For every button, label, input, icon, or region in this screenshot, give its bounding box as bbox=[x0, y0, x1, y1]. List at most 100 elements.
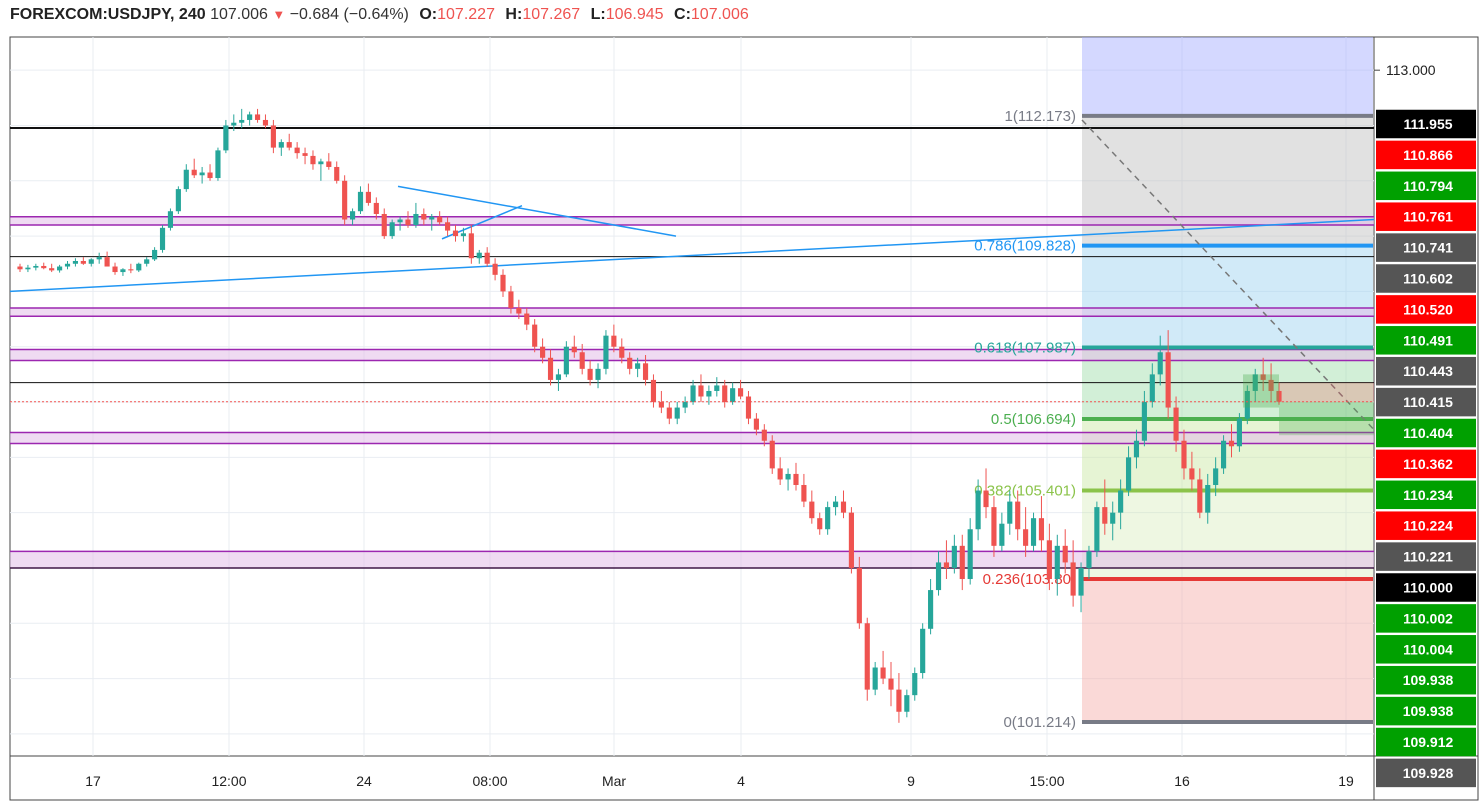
time-tick-label: Mar bbox=[602, 773, 626, 789]
price-badge-label: 110.004 bbox=[1403, 641, 1453, 657]
price-badge-label: 110.404 bbox=[1403, 425, 1453, 441]
candle bbox=[199, 166, 205, 184]
candle bbox=[1276, 382, 1282, 405]
candle bbox=[373, 197, 379, 220]
candle bbox=[41, 262, 47, 270]
candle bbox=[191, 158, 197, 179]
price-badge: 111.955 bbox=[1376, 109, 1476, 139]
time-tick-label: 08:00 bbox=[472, 773, 507, 789]
candle bbox=[714, 377, 720, 397]
candle bbox=[1094, 501, 1100, 557]
candle bbox=[231, 114, 237, 132]
candle bbox=[1173, 396, 1179, 452]
price-badge-label: 109.912 bbox=[1403, 734, 1454, 750]
time-tick-label: 17 bbox=[85, 773, 101, 789]
candle bbox=[508, 285, 514, 314]
price-badge: 110.000 bbox=[1376, 573, 1476, 602]
candle bbox=[928, 579, 934, 635]
candle bbox=[571, 335, 577, 358]
candle bbox=[635, 357, 641, 378]
candle bbox=[437, 211, 443, 226]
price-badge-label: 109.938 bbox=[1403, 672, 1454, 688]
low-value: 106.945 bbox=[605, 6, 664, 23]
candle bbox=[904, 689, 910, 718]
candle bbox=[33, 263, 39, 271]
price-badge-label: 110.000 bbox=[1403, 580, 1453, 596]
price-badge: 109.938 bbox=[1376, 665, 1476, 695]
candle bbox=[1244, 385, 1250, 425]
candle bbox=[1062, 529, 1068, 574]
candle bbox=[468, 225, 474, 264]
candle bbox=[49, 263, 55, 273]
candle bbox=[666, 402, 672, 425]
candle bbox=[1268, 363, 1274, 403]
price-tick-label: 113.000 bbox=[1386, 62, 1436, 78]
price-badge: 110.741 bbox=[1376, 233, 1476, 262]
price-badge-label: 110.224 bbox=[1403, 518, 1453, 534]
time-tick-label: 16 bbox=[1174, 773, 1190, 789]
candle bbox=[397, 216, 403, 231]
candle bbox=[1213, 457, 1219, 497]
candle bbox=[872, 661, 878, 696]
price-badge-label: 110.415 bbox=[1403, 394, 1453, 410]
price-badge-label: 110.602 bbox=[1403, 271, 1453, 287]
candle bbox=[1007, 490, 1013, 535]
price-badge: 110.224 bbox=[1376, 511, 1476, 540]
candle bbox=[183, 164, 189, 192]
price-badge: 110.520 bbox=[1376, 295, 1476, 324]
sr-zone bbox=[10, 216, 1374, 226]
candle bbox=[1102, 479, 1108, 535]
candle bbox=[603, 330, 609, 375]
candle bbox=[96, 252, 102, 264]
candle bbox=[500, 269, 506, 297]
candle bbox=[619, 338, 625, 364]
candle bbox=[1110, 501, 1116, 541]
price-badge-label: 110.761 bbox=[1403, 209, 1453, 225]
candle bbox=[1205, 473, 1211, 524]
candle bbox=[737, 379, 744, 400]
candle bbox=[1015, 490, 1021, 541]
low-label: L: bbox=[590, 6, 606, 23]
candle bbox=[365, 183, 371, 206]
price-badge-label: 110.794 bbox=[1403, 178, 1453, 194]
time-tick-label: 24 bbox=[356, 773, 372, 789]
down-arrow-icon: ▼ bbox=[272, 7, 286, 22]
candle bbox=[167, 208, 174, 231]
candle bbox=[342, 175, 348, 226]
candle bbox=[1260, 357, 1266, 391]
candle bbox=[912, 667, 918, 701]
candle bbox=[57, 264, 63, 273]
candle bbox=[524, 308, 530, 331]
price-badge: 110.415 bbox=[1376, 387, 1476, 417]
price-badge-label: 110.362 bbox=[1403, 456, 1453, 472]
candle bbox=[1220, 435, 1227, 474]
candle bbox=[627, 352, 633, 375]
candle bbox=[785, 468, 791, 491]
candle bbox=[389, 219, 395, 239]
candle bbox=[1030, 512, 1037, 552]
candle bbox=[761, 424, 767, 447]
time-tick-label: 12:00 bbox=[211, 773, 246, 789]
candle bbox=[381, 208, 387, 239]
candle bbox=[64, 260, 71, 270]
candle bbox=[175, 186, 181, 214]
candle bbox=[587, 360, 593, 386]
candle bbox=[682, 396, 688, 414]
price-badge-label: 110.741 bbox=[1403, 240, 1453, 256]
price-badge: 110.404 bbox=[1376, 418, 1476, 448]
candle bbox=[17, 263, 23, 273]
candle bbox=[698, 374, 704, 403]
time-tick-label: 19 bbox=[1338, 773, 1354, 789]
candle bbox=[745, 390, 752, 425]
candle bbox=[579, 343, 585, 375]
fib-label: 0.5(106.694) bbox=[991, 411, 1076, 428]
price-badge-label: 110.866 bbox=[1403, 147, 1453, 163]
candle bbox=[920, 623, 926, 679]
last-price: 107.006 bbox=[210, 6, 268, 23]
candle bbox=[706, 385, 712, 405]
candle bbox=[1086, 545, 1092, 580]
time-tick-label: 15:00 bbox=[1029, 773, 1064, 789]
candle bbox=[120, 268, 126, 276]
candle bbox=[1197, 468, 1203, 519]
